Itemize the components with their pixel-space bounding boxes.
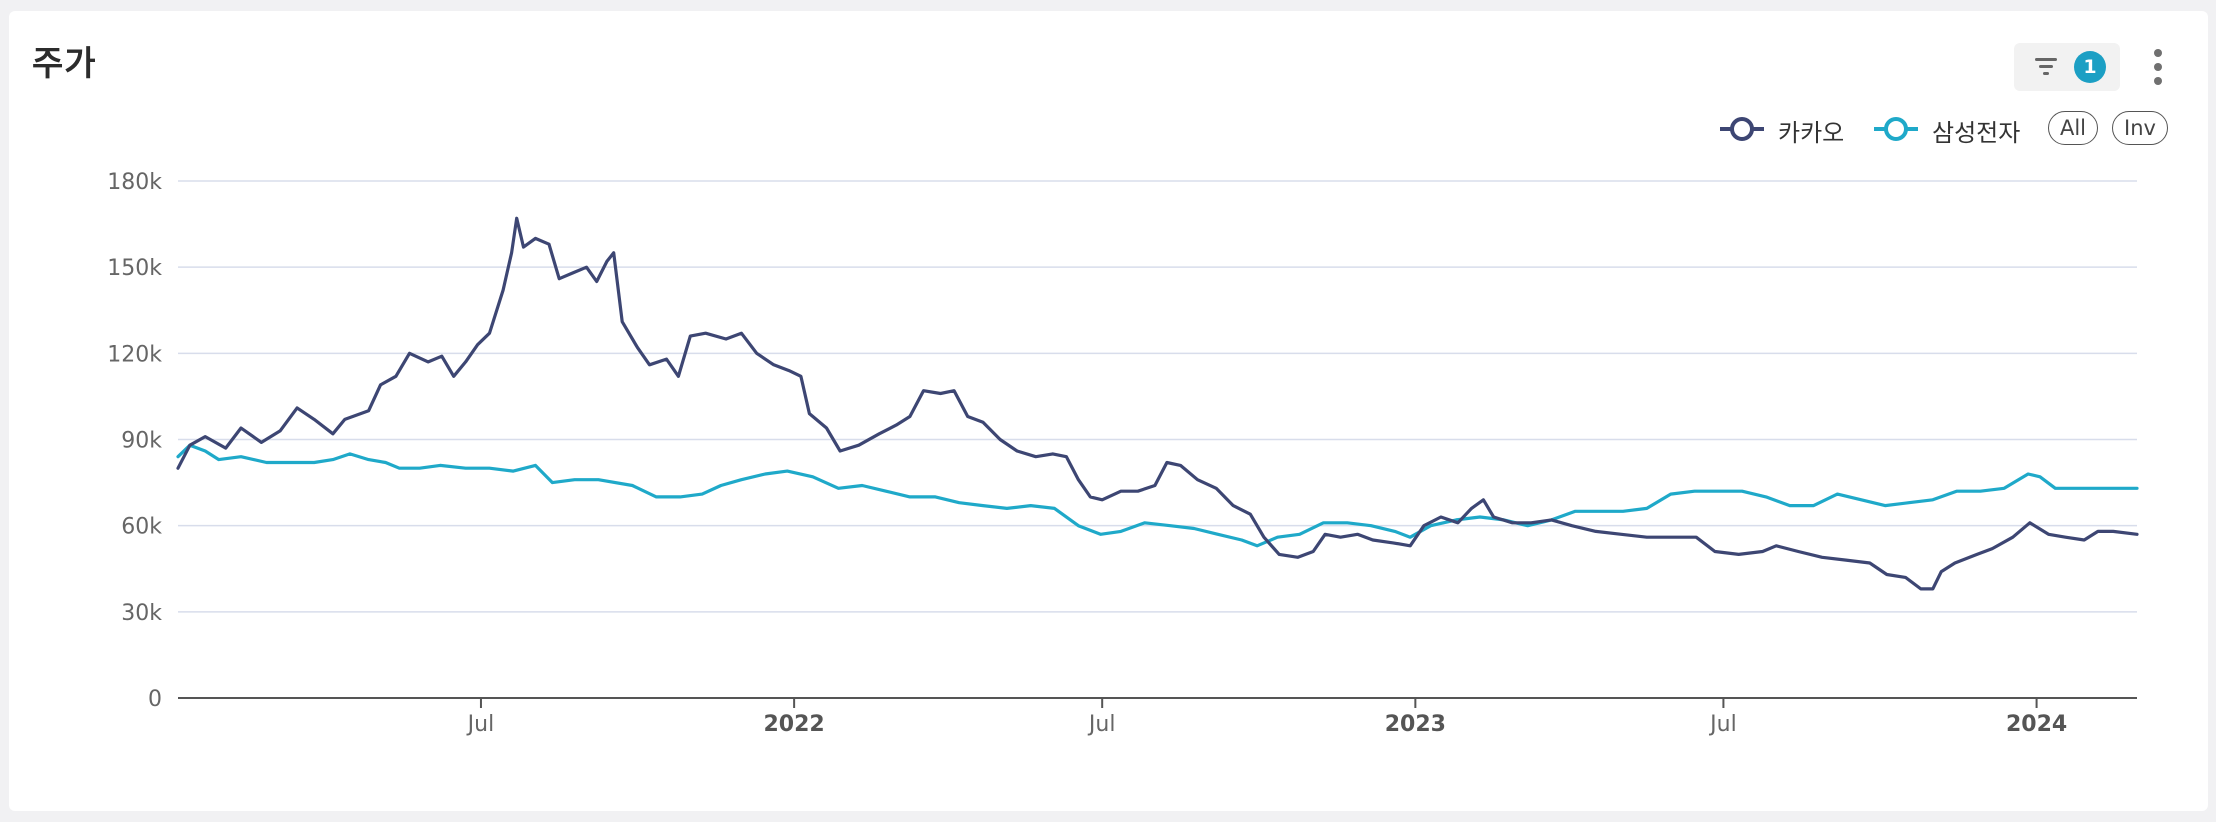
y-tick-label: 150k	[107, 256, 162, 281]
legend-label-kakao: 카카오	[1778, 119, 1845, 147]
y-tick-label: 60k	[121, 515, 162, 540]
x-tick-label: 2023	[1385, 712, 1446, 737]
x-tick-label: 2024	[2006, 712, 2067, 737]
filter-icon	[2032, 55, 2060, 79]
x-tick-label: Jul	[1708, 712, 1737, 737]
legend-item-samsung[interactable]: 삼성전자	[1872, 108, 2032, 148]
legend-marker-samsung	[1874, 117, 1918, 141]
y-tick-label: 0	[148, 687, 162, 712]
filter-button[interactable]: 1	[2014, 43, 2120, 91]
chart-title: 주가	[32, 44, 97, 84]
y-tick-label: 120k	[107, 342, 162, 367]
legend-label-samsung: 삼성전자	[1932, 119, 2021, 147]
chart-card	[9, 11, 2208, 811]
series-line-samsung	[176, 443, 2139, 548]
filter-count-badge: 1	[2074, 51, 2106, 83]
more-options-icon[interactable]	[2148, 46, 2168, 88]
legend-marker-kakao	[1720, 117, 1764, 141]
series-line-kakao	[176, 216, 2139, 591]
x-tick-label: Jul	[1087, 712, 1116, 737]
legend-item-kakao[interactable]: 카카오	[1718, 108, 1852, 148]
legend-invert-button[interactable]: Inv	[2112, 111, 2168, 145]
y-tick-label: 30k	[121, 601, 162, 626]
legend-all-button[interactable]: All	[2048, 111, 2098, 145]
x-tick-label: Jul	[466, 712, 495, 737]
y-tick-label: 180k	[107, 170, 162, 195]
x-tick-label: 2022	[764, 712, 825, 737]
y-tick-label: 90k	[121, 429, 162, 454]
